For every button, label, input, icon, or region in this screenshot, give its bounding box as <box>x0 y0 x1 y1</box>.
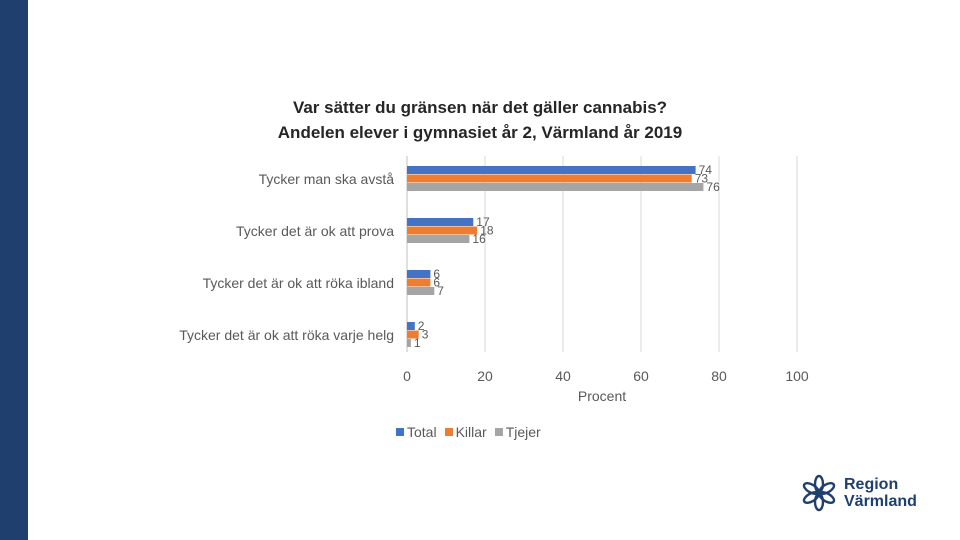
data-label: 18 <box>480 224 494 238</box>
bar <box>407 270 431 278</box>
bar <box>407 183 704 191</box>
data-label: 76 <box>706 180 720 194</box>
logo-text-line1: Region <box>844 476 899 493</box>
legend-item-tjejer: Tjejer <box>494 424 541 440</box>
legend-label-total: Total <box>407 424 437 440</box>
legend-item-killar: Killar <box>444 424 487 440</box>
legend-item-total: Total <box>396 424 437 440</box>
x-tick-label: 100 <box>785 368 809 384</box>
bar <box>407 166 696 174</box>
legend-label-killar: Killar <box>455 424 487 440</box>
bar <box>407 174 692 183</box>
bar <box>407 287 435 295</box>
data-label: 3 <box>422 328 429 342</box>
region-varmland-logo: Region Värmland <box>800 474 917 512</box>
category-label: Tycker det är ok att röka varje helg <box>179 327 394 343</box>
x-tick-label: 0 <box>403 368 411 384</box>
bar <box>407 235 470 243</box>
bar <box>407 278 431 287</box>
data-label: 1 <box>414 336 421 350</box>
bar <box>407 218 474 226</box>
x-axis-title: Procent <box>578 388 626 404</box>
logo-text-line2: Värmland <box>844 493 917 510</box>
category-label: Tycker det är ok att prova <box>236 223 394 239</box>
category-label: Tycker man ska avstå <box>259 171 395 187</box>
data-label: 74 <box>699 163 713 177</box>
legend-label-tjejer: Tjejer <box>505 424 541 440</box>
chart-title: Var sätter du gränsen när det gäller can… <box>292 98 668 117</box>
chart-subtitle: Andelen elever i gymnasiet år 2, Värmlan… <box>277 123 683 142</box>
x-tick-label: 60 <box>633 368 649 384</box>
flower-logo-icon <box>802 474 836 512</box>
data-label: 2 <box>418 319 425 333</box>
legend-swatch-killar <box>444 428 453 436</box>
data-label: 16 <box>472 232 486 246</box>
bar <box>407 339 411 347</box>
data-label: 73 <box>695 172 709 186</box>
logo-text: Region Värmland <box>844 476 917 510</box>
category-label: Tycker det är ok att röka ibland <box>203 275 394 291</box>
x-tick-label: 40 <box>555 368 571 384</box>
legend-swatch-tjejer <box>494 428 503 436</box>
x-tick-label: 80 <box>711 368 727 384</box>
data-label: 6 <box>433 267 440 281</box>
data-label: 6 <box>433 276 440 290</box>
x-tick-label: 20 <box>477 368 493 384</box>
chart-legend: Total Killar Tjejer <box>396 424 541 440</box>
side-band <box>0 0 28 540</box>
data-label: 17 <box>476 215 490 229</box>
legend-swatch-total <box>396 428 404 436</box>
bar <box>407 226 478 235</box>
bar <box>407 322 415 330</box>
data-label: 7 <box>437 284 444 298</box>
bar <box>407 330 419 339</box>
